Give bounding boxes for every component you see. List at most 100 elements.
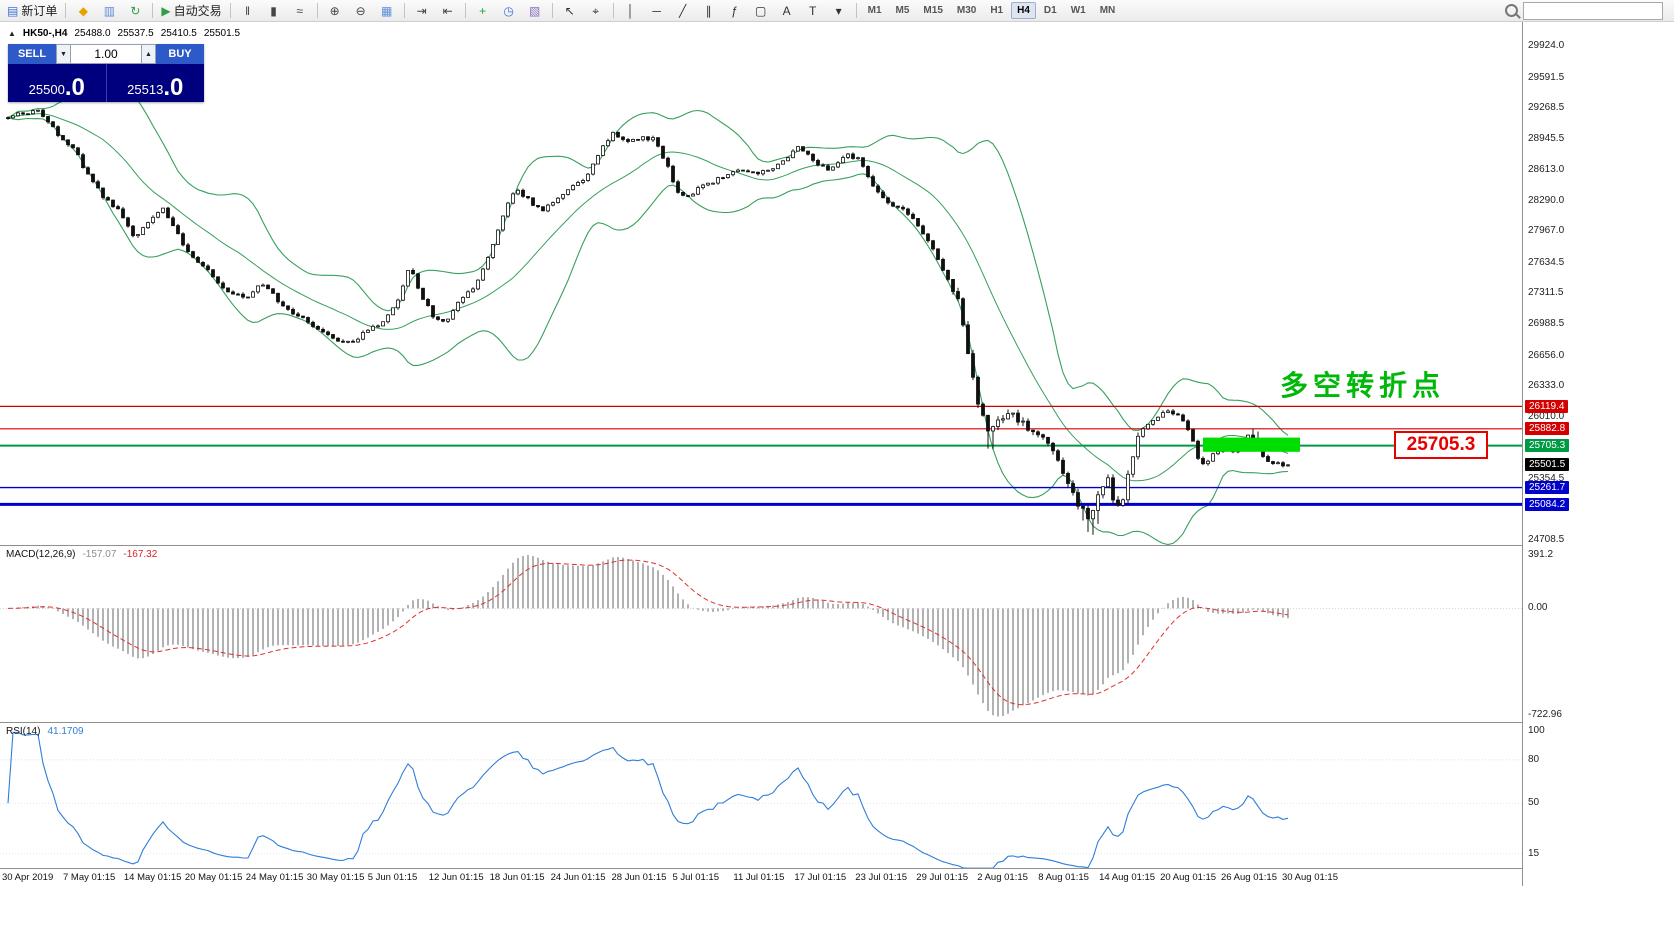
- cursor-button[interactable]: ↖: [557, 1, 583, 21]
- date-label: 26 Aug 01:15: [1221, 872, 1277, 883]
- date-label: 30 Aug 01:15: [1282, 872, 1338, 883]
- bollinger-middle-band[interactable]: [7, 113, 1289, 482]
- candlestick-chart[interactable]: [0, 22, 1522, 545]
- price-axis-label: 26333.0: [1528, 380, 1565, 392]
- date-label: 24 Jun 01:15: [550, 872, 606, 883]
- chart-shift-icon: ⇤: [442, 3, 453, 18]
- search-input[interactable]: [1523, 1, 1663, 20]
- price-axis-label: 25354.5: [1528, 472, 1565, 484]
- time-axis[interactable]: 30 Apr 2019 7 May 01:15 14 May 01:15 20 May…: [0, 869, 1522, 886]
- rsi-panel[interactable]: RSI(14) 41.1709: [0, 723, 1522, 868]
- chart-shift-button[interactable]: ⇤: [435, 1, 461, 21]
- timeframe-buttons: M1 M5 M15 M30 H1 H4 D1 W1 MN: [861, 2, 1123, 19]
- ohlc-close: 25501.5: [203, 28, 241, 39]
- zoom-in-button[interactable]: ⊕: [322, 1, 348, 21]
- ohlc-low: 25410.5: [160, 28, 197, 39]
- horizontal-line-button[interactable]: ─: [644, 1, 670, 21]
- price-axis-label: 28290.0: [1528, 194, 1565, 206]
- sell-price[interactable]: 25500.0: [8, 64, 107, 102]
- date-label: 5 Jun 01:15: [367, 872, 418, 883]
- date-label: 20 May 01:15: [184, 872, 243, 883]
- one-click-toggle-icon[interactable]: ▲: [8, 29, 16, 38]
- timeframe-mn-button[interactable]: MN: [1099, 5, 1116, 16]
- volume-input[interactable]: 1.00: [71, 44, 141, 64]
- price-axis-label: 29268.5: [1528, 102, 1565, 114]
- ohlc-high: 25537.5: [117, 28, 154, 39]
- trendline-button[interactable]: ╱: [670, 1, 696, 21]
- templates-button[interactable]: ▧: [522, 1, 548, 21]
- rsi-axis-label: 15: [1528, 847, 1540, 859]
- toolbar-search: [1505, 1, 1663, 20]
- price-axis-label: 29924.0: [1528, 40, 1565, 51]
- fibonacci-button[interactable]: ƒ: [722, 1, 748, 21]
- crosshair-button[interactable]: ⌖: [583, 1, 609, 21]
- panel-separator[interactable]: [0, 545, 1674, 546]
- timeframe-h4-button[interactable]: H4: [1011, 2, 1036, 19]
- toolbar-buttons: ▤ 新订单 ◆ ▥ ↻ ▶ 自动交易 ‖ ▮ ≈ ⊕ ⊖ ▦ ⇥ ⇤ + ◷ ▧ ↖ ⌖ │ ─ ╱ ∥ ƒ ▢ A T ▾: [3, 1, 861, 21]
- auto-scroll-icon: ⇥: [416, 3, 427, 18]
- text-label-button[interactable]: T: [800, 1, 826, 21]
- date-label: 12 Jun 01:15: [428, 872, 484, 883]
- date-label: 14 Aug 01:15: [1099, 872, 1156, 883]
- refresh-button[interactable]: ↻: [122, 1, 148, 21]
- bollinger-lower-band[interactable]: [7, 117, 1289, 545]
- main-chart-area[interactable]: ▲ HK50-,H4 25488.0 25537.5 25410.5 25501…: [0, 22, 1522, 545]
- toolbar-separator: [152, 3, 154, 18]
- date-label: 28 Jun 01:15: [611, 872, 667, 883]
- new-order-button[interactable]: ▤ 新订单: [3, 1, 61, 21]
- timeframe-m1-button[interactable]: M1: [867, 5, 882, 16]
- timeframe-m30-button[interactable]: M30: [956, 5, 977, 16]
- candlesticks[interactable]: [6, 108, 1290, 535]
- vertical-line-button[interactable]: │: [618, 1, 644, 21]
- one-click-trading-panel: SELL ▼ 1.00 ▲ BUY 25500.0 25513.0: [8, 44, 204, 102]
- chart-bars-button[interactable]: ‖: [235, 1, 261, 21]
- level-price-tag: 26119.4: [1525, 399, 1569, 413]
- volume-up-button[interactable]: ▲: [141, 44, 156, 64]
- bollinger-upper-band[interactable]: [7, 82, 1289, 436]
- price-axis-label: 27634.5: [1528, 256, 1565, 268]
- chart-bars-icon: ‖: [245, 3, 251, 18]
- timeframe-m5-button[interactable]: M5: [895, 5, 910, 16]
- ohlc-open: 25488.0: [74, 28, 111, 39]
- arrows-button[interactable]: ▾: [826, 1, 852, 21]
- date-label: 7 May 01:15: [63, 872, 116, 883]
- indicators-button[interactable]: +: [470, 1, 496, 21]
- rsi-axis-label: 50: [1528, 797, 1540, 809]
- zoom-out-button[interactable]: ⊖: [348, 1, 374, 21]
- tile-windows-button[interactable]: ▦: [374, 1, 400, 21]
- price-callout[interactable]: 25705.3: [1394, 431, 1488, 459]
- autotrading-button[interactable]: ▶ 自动交易: [157, 1, 225, 21]
- periods-icon: ◷: [503, 3, 514, 18]
- metaeditor-button[interactable]: ◆: [70, 1, 96, 21]
- text-button[interactable]: A: [774, 1, 800, 21]
- tile-windows-icon: ▦: [380, 3, 393, 18]
- buy-button[interactable]: BUY: [156, 44, 204, 64]
- panel-separator[interactable]: [0, 722, 1674, 723]
- timeframe-m15-button[interactable]: M15: [923, 5, 943, 16]
- turning-point-annotation[interactable]: 多空转折点: [1280, 369, 1446, 402]
- auto-scroll-button[interactable]: ⇥: [409, 1, 435, 21]
- timeframe-d1-button[interactable]: D1: [1043, 5, 1057, 16]
- timeframe-h1-button[interactable]: H1: [990, 5, 1004, 16]
- channel-button[interactable]: ∥: [696, 1, 722, 21]
- shapes-button[interactable]: ▢: [748, 1, 774, 21]
- timeframe-w1-button[interactable]: W1: [1070, 5, 1086, 16]
- volume-down-button[interactable]: ▼: [56, 44, 71, 64]
- chart-candles-button[interactable]: ▮: [261, 1, 287, 21]
- price-axis[interactable]: 29924.0 29591.5 29268.5 28945.5 28613.0 28290…: [1522, 22, 1674, 886]
- sell-button[interactable]: SELL: [8, 44, 56, 64]
- level-price-tag: 25261.7: [1525, 481, 1570, 495]
- buy-price[interactable]: 25513.0: [127, 73, 184, 101]
- periods-button[interactable]: ◷: [496, 1, 522, 21]
- metaeditor-icon: ◆: [78, 3, 88, 18]
- profile-button[interactable]: ▥: [96, 1, 122, 21]
- highlight-zone[interactable]: [1203, 437, 1300, 452]
- chart-line-button[interactable]: ≈: [287, 1, 313, 21]
- date-label: 30 Apr 2019: [2, 872, 54, 883]
- panel-separator[interactable]: [0, 868, 1674, 869]
- macd-panel[interactable]: MACD(12,26,9) -157.07 -167.32: [0, 546, 1522, 722]
- refresh-icon: ↻: [130, 3, 141, 18]
- price-axis-label: 26656.0: [1528, 349, 1565, 361]
- level-price-tag: 25705.3: [1525, 439, 1570, 453]
- price-axis-label: 28613.0: [1528, 164, 1565, 176]
